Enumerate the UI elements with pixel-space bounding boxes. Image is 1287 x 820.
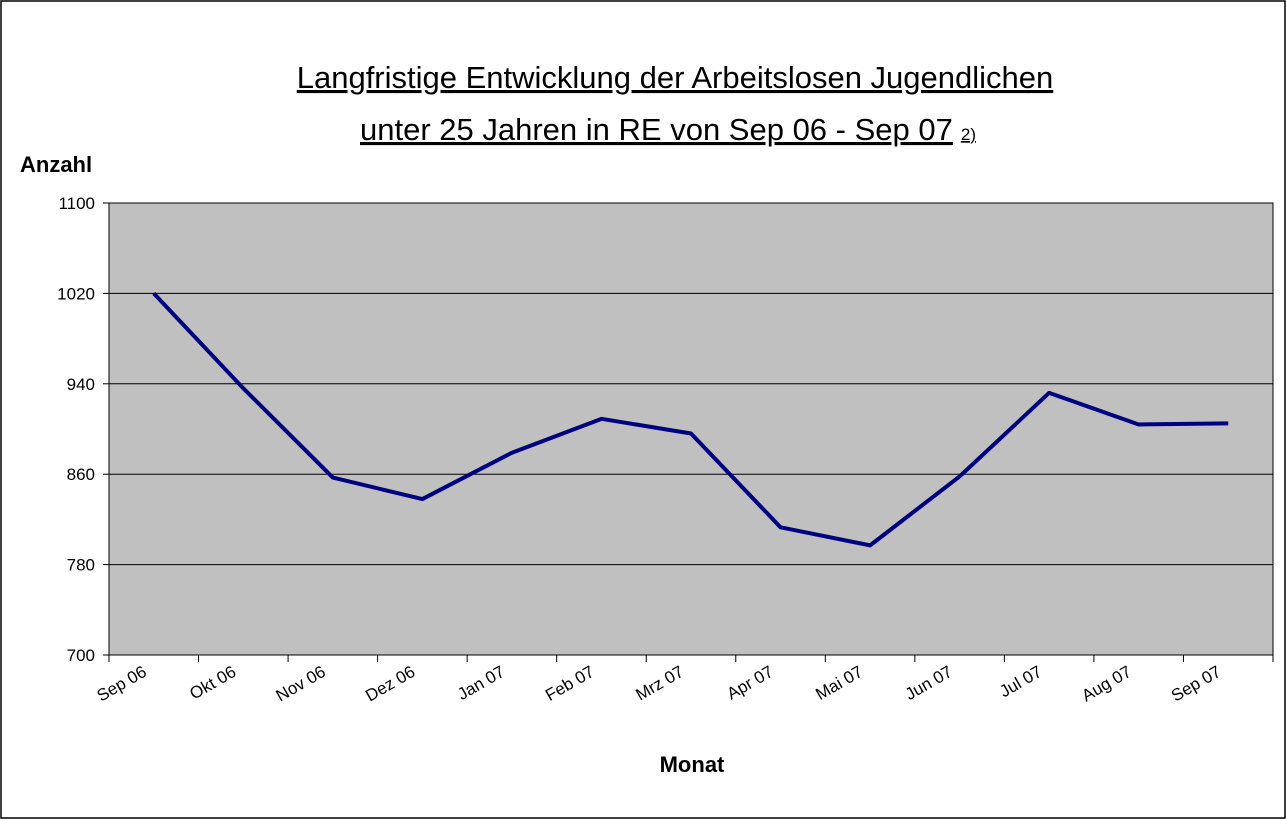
y-tick-label: 940 bbox=[67, 375, 95, 394]
y-tick-label: 1020 bbox=[57, 284, 95, 303]
y-tick-label: 1100 bbox=[58, 194, 95, 213]
y-tick-label: 700 bbox=[67, 646, 95, 665]
chart-title: Langfristige Entwicklung der Arbeitslose… bbox=[297, 60, 1054, 95]
chart-title-line: unter 25 Jahren in RE von Sep 06 - Sep 0… bbox=[360, 112, 953, 147]
y-tick-label: 780 bbox=[67, 556, 95, 575]
plot-area bbox=[108, 202, 1274, 656]
x-axis-label: Monat bbox=[660, 752, 725, 777]
data-line bbox=[152, 292, 1229, 548]
y-tick-label: 860 bbox=[67, 465, 95, 484]
y-axis-label: Anzahl bbox=[20, 152, 92, 177]
title-note: 2) bbox=[961, 125, 976, 144]
chart-title: unter 25 Jahren in RE von Sep 06 - Sep 0… bbox=[360, 112, 976, 147]
